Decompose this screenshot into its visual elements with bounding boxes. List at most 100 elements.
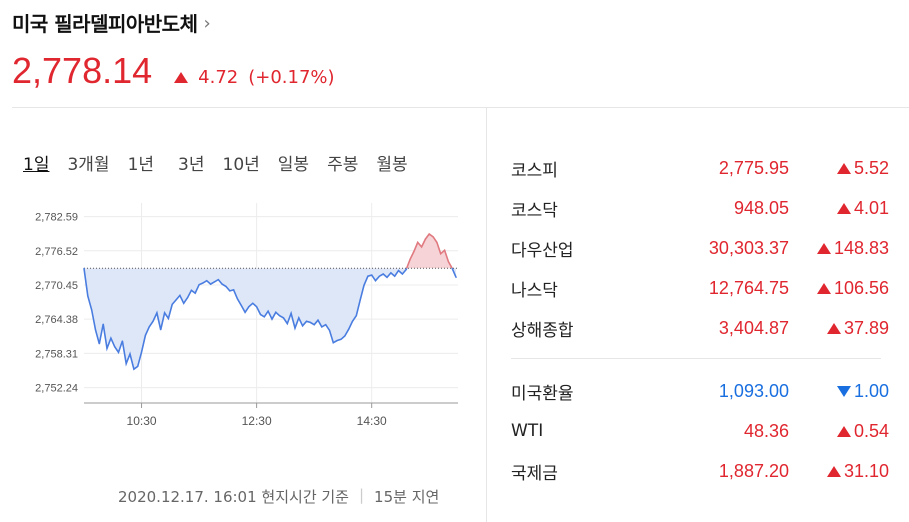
data-point: [263, 316, 265, 318]
data-point: [290, 312, 292, 314]
data-point: [313, 324, 315, 326]
vertical-divider: [486, 108, 487, 522]
data-point: [125, 363, 127, 365]
fx-change: 1.00: [789, 381, 889, 402]
data-point: [428, 233, 430, 235]
tab-daily[interactable]: 일봉: [277, 155, 310, 175]
data-point: [344, 335, 346, 337]
chevron-right-icon[interactable]: ›: [203, 13, 211, 34]
footer-note: 2020.12.17. 16:01 현지시간 기준 | 15분 지연: [118, 486, 439, 507]
data-point: [252, 302, 254, 304]
data-point: [440, 253, 442, 255]
data-point: [436, 241, 438, 243]
change-value: 1.00: [853, 380, 889, 401]
price-row: 2,778.14 4.72 (+0.17%): [12, 50, 335, 92]
fx-name[interactable]: 국제금: [511, 463, 558, 484]
tab-1d[interactable]: 1일: [23, 155, 50, 175]
data-point: [302, 325, 304, 327]
index-name[interactable]: 다우산업: [511, 240, 574, 261]
index-row[interactable]: 코스닥 948.05 4.01: [511, 188, 891, 228]
data-point: [367, 275, 369, 277]
change-value: 106.56: [833, 277, 889, 298]
data-point: [417, 241, 419, 243]
tab-monthly[interactable]: 월봉: [376, 155, 408, 175]
x-tick-label: 12:30: [242, 414, 272, 428]
y-tick-label: 2,752.24: [35, 383, 78, 395]
data-point: [355, 315, 357, 317]
change-value: 5.52: [853, 157, 889, 178]
change-value: 31.10: [843, 460, 889, 481]
index-row[interactable]: 나스닥 12,764.75 106.56: [511, 268, 891, 308]
current-price: 2,778.14: [12, 50, 153, 91]
index-name[interactable]: 나스닥: [511, 280, 558, 301]
fx-name[interactable]: 미국환율: [511, 383, 574, 404]
data-point: [240, 304, 242, 307]
data-point: [386, 276, 388, 278]
index-row[interactable]: 상해종합 3,404.87 37.89: [511, 308, 891, 348]
data-point: [91, 309, 93, 311]
data-point: [294, 327, 296, 329]
data-point: [421, 246, 423, 248]
index-change: 37.89: [789, 318, 889, 339]
index-value: 2,775.95: [718, 157, 789, 178]
index-value: 12,764.75: [708, 277, 789, 298]
data-point: [351, 320, 354, 322]
fx-change: 31.10: [789, 461, 889, 482]
data-point: [229, 290, 231, 292]
index-change: 148.83: [789, 238, 889, 259]
tab-1y[interactable]: 1년: [127, 155, 155, 175]
data-point: [137, 365, 139, 367]
data-point: [156, 312, 158, 314]
data-point: [140, 351, 143, 353]
section-divider: [511, 358, 881, 359]
data-point: [279, 315, 281, 317]
data-point: [83, 267, 85, 269]
data-point: [321, 326, 323, 328]
fx-name[interactable]: WTI: [511, 421, 544, 441]
data-point: [244, 311, 246, 313]
data-point: [194, 292, 196, 294]
data-point: [164, 312, 166, 314]
data-point: [187, 297, 189, 299]
title-row[interactable]: 미국 필라델피아반도체 ›: [12, 8, 211, 37]
fx-row[interactable]: 국제금 1,887.20 31.10: [511, 451, 891, 491]
change-value: 0.54: [853, 420, 889, 441]
index-name[interactable]: 코스닥: [511, 200, 558, 221]
fx-value: 1,887.20: [718, 460, 789, 481]
separator: |: [358, 486, 365, 504]
data-point: [325, 324, 327, 326]
fx-row[interactable]: 미국환율 1,093.00 1.00: [511, 371, 891, 411]
data-point: [305, 320, 308, 322]
data-point: [390, 272, 392, 274]
data-point: [405, 268, 407, 271]
tab-weekly[interactable]: 주봉: [327, 155, 359, 175]
header-divider: [12, 107, 909, 108]
area-below-reference: [84, 268, 457, 370]
up-arrow-icon: [826, 322, 841, 334]
up-arrow-icon: [816, 282, 831, 294]
change-value: 37.89: [843, 317, 889, 338]
data-point: [98, 343, 100, 345]
data-point: [248, 306, 250, 308]
tab-3m[interactable]: 3개월: [67, 155, 110, 175]
tab-10y[interactable]: 10년: [222, 155, 260, 175]
data-point: [271, 318, 273, 320]
intraday-chart[interactable]: 2,782.59 2,776.52 2,770.45 2,764.38 2,758.31…: [12, 195, 472, 435]
data-point: [359, 299, 361, 301]
index-name[interactable]: 코스피: [511, 160, 558, 181]
page-title[interactable]: 미국 필라델피아반도체: [12, 12, 198, 36]
tab-3y[interactable]: 3년: [178, 155, 205, 175]
y-tick-label: 2,782.59: [35, 212, 78, 224]
index-row[interactable]: 코스피 2,775.95 5.52: [511, 148, 891, 188]
fx-row[interactable]: WTI 48.36 0.54: [511, 411, 891, 451]
up-arrow-icon: [174, 72, 189, 83]
index-row[interactable]: 다우산업 30,303.37 148.83: [511, 228, 891, 268]
index-name[interactable]: 상해종합: [511, 320, 574, 341]
data-point: [114, 346, 116, 348]
data-point: [221, 283, 223, 285]
data-point: [348, 328, 350, 330]
data-point: [394, 275, 396, 277]
data-point: [236, 298, 238, 300]
data-point: [455, 276, 457, 278]
data-point: [267, 310, 269, 312]
